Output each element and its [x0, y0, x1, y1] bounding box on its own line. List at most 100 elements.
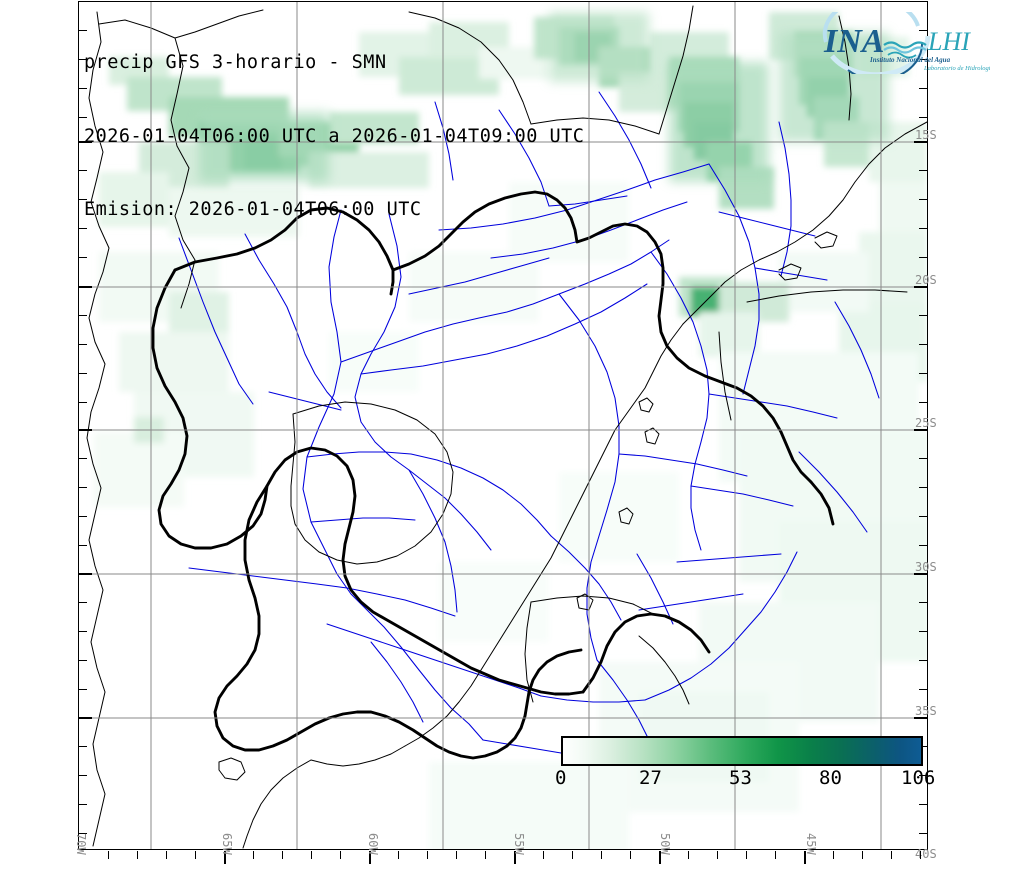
- lat-tick-minor-right: [919, 631, 927, 632]
- lat-tick-minor: [79, 402, 87, 403]
- lon-tick-major: [659, 851, 661, 864]
- lat-label-40s: 40S: [915, 847, 937, 861]
- lat-tick-minor-right: [919, 689, 927, 690]
- lon-tick-major: [514, 851, 516, 864]
- lat-tick-minor: [79, 315, 87, 316]
- lat-tick-minor-right: [919, 402, 927, 403]
- lat-tick-minor-right: [919, 199, 927, 200]
- logo-unit: LHI: [927, 27, 971, 56]
- lat-tick-major: [79, 573, 92, 575]
- lat-label-20s: 20S: [915, 273, 937, 287]
- lon-tick-minor: [630, 851, 631, 859]
- lat-tick-minor: [79, 257, 87, 258]
- lat-lon-gridlines: [79, 2, 927, 849]
- title-line-emission: Emision: 2026-01-04T06:00 UTC: [84, 199, 422, 220]
- title-line-valid-period: 2026-01-04T06:00 UTC a 2026-01-04T09:00 …: [84, 125, 585, 147]
- lat-tick-minor-right: [919, 746, 927, 747]
- lat-tick-minor: [79, 689, 87, 690]
- lon-tick-minor: [920, 851, 921, 859]
- lat-tick-minor: [79, 833, 87, 834]
- lat-tick-minor: [79, 344, 87, 345]
- lat-label-30s: 30S: [915, 560, 937, 574]
- lat-tick-major: [79, 717, 92, 719]
- colorbar-tick-0: 0: [555, 767, 567, 789]
- lon-tick-minor: [311, 851, 312, 859]
- lat-tick-minor: [79, 88, 87, 89]
- lat-tick-minor-right: [919, 775, 927, 776]
- lat-tick-minor-right: [919, 30, 927, 31]
- lon-tick-minor: [485, 851, 486, 859]
- lat-tick-minor-right: [919, 804, 927, 805]
- lat-tick-minor: [79, 59, 87, 60]
- lon-tick-minor: [601, 851, 602, 859]
- lon-tick-minor: [340, 851, 341, 859]
- logo-institute: Instituto Nacional del Agua: [869, 56, 951, 64]
- lon-tick-minor: [137, 851, 138, 859]
- lon-tick-minor: [253, 851, 254, 859]
- lat-label-25s: 25S: [915, 416, 937, 430]
- lat-tick-minor: [79, 199, 87, 200]
- lat-tick-minor-right: [919, 458, 927, 459]
- lon-label-50w: 50W: [658, 833, 672, 855]
- lat-tick-major-right: [914, 286, 927, 288]
- lat-tick-minor-right: [919, 487, 927, 488]
- lon-tick-minor: [775, 851, 776, 859]
- lat-tick-major-right: [914, 573, 927, 575]
- colorbar-tick-106: 106: [901, 767, 936, 789]
- lat-tick-minor: [79, 660, 87, 661]
- lat-tick-minor-right: [919, 59, 927, 60]
- lon-tick-minor: [282, 851, 283, 859]
- logo-lab: Laboratorio de Hidrologia: [923, 65, 990, 72]
- lat-tick-major-right: [914, 429, 927, 431]
- lat-tick-minor-right: [919, 117, 927, 118]
- lat-tick-minor: [79, 545, 87, 546]
- lon-tick-minor: [108, 851, 109, 859]
- title-line-variable: precip GFS 3-horario - SMN: [84, 52, 387, 73]
- lon-tick-minor: [891, 851, 892, 859]
- lat-tick-major-right: [914, 717, 927, 719]
- lon-tick-major: [224, 851, 226, 864]
- lon-label-60w: 60W: [366, 833, 380, 855]
- lat-tick-major: [79, 286, 92, 288]
- lon-label-65w: 65W: [220, 833, 234, 855]
- lat-tick-minor: [79, 804, 87, 805]
- lon-tick-major: [804, 851, 806, 864]
- lon-tick-minor: [833, 851, 834, 859]
- lon-tick-minor: [717, 851, 718, 859]
- lon-tick-minor: [543, 851, 544, 859]
- colorbar-tick-labels: 0 27 53 80 106: [555, 767, 935, 791]
- lat-tick-minor-right: [919, 344, 927, 345]
- colorbar-tick-27: 27: [639, 767, 662, 789]
- colorbar-tick-80: 80: [819, 767, 842, 789]
- lat-tick-minor: [79, 117, 87, 118]
- lat-tick-minor-right: [919, 516, 927, 517]
- lat-tick-minor: [79, 170, 87, 171]
- lat-label-15s: 15S: [915, 128, 937, 142]
- colorbar-tick-53: 53: [729, 767, 752, 789]
- lon-tick-minor: [427, 851, 428, 859]
- lat-tick-minor: [79, 775, 87, 776]
- lon-label-55w: 55W: [512, 833, 526, 855]
- lon-tick-major: [369, 851, 371, 864]
- lon-tick-minor: [398, 851, 399, 859]
- lat-tick-minor-right: [919, 257, 927, 258]
- lon-tick-minor: [746, 851, 747, 859]
- lon-label-45w: 45W: [804, 833, 818, 855]
- lon-tick-minor: [166, 851, 167, 859]
- lat-tick-minor: [79, 746, 87, 747]
- lat-label-35s: 35S: [915, 704, 937, 718]
- logo-acronym: INA: [823, 23, 884, 60]
- lon-tick-minor: [688, 851, 689, 859]
- lat-tick-minor-right: [919, 602, 927, 603]
- lat-tick-minor: [79, 602, 87, 603]
- lon-tick-minor: [195, 851, 196, 859]
- lon-tick-minor: [572, 851, 573, 859]
- lat-tick-minor-right: [919, 545, 927, 546]
- lat-tick-minor-right: [919, 373, 927, 374]
- lat-tick-minor: [79, 516, 87, 517]
- lon-label-70w: 70W: [74, 833, 88, 855]
- lat-tick-minor: [79, 458, 87, 459]
- lat-tick-major: [79, 141, 92, 143]
- map-plot-area: [78, 1, 928, 850]
